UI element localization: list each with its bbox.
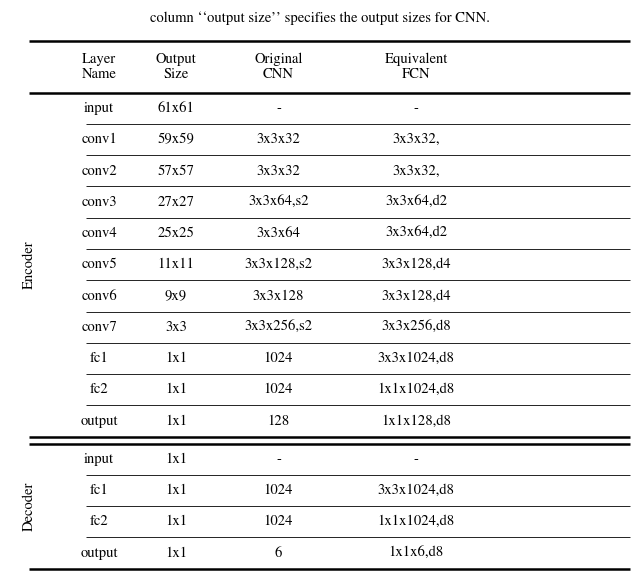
Text: 3x3x64,s2: 3x3x64,s2 xyxy=(248,195,308,209)
Text: output: output xyxy=(81,414,118,428)
Text: 1x1: 1x1 xyxy=(165,483,187,497)
Text: 59x59: 59x59 xyxy=(157,133,195,146)
Text: 9x9: 9x9 xyxy=(165,289,187,303)
Text: conv2: conv2 xyxy=(81,164,117,178)
Text: conv6: conv6 xyxy=(81,289,117,303)
Text: 3x3x128: 3x3x128 xyxy=(253,289,304,303)
Text: fc1: fc1 xyxy=(90,483,109,497)
Text: Layer
Name: Layer Name xyxy=(82,52,116,81)
Text: 3x3x32,: 3x3x32, xyxy=(392,133,440,146)
Text: Output
Size: Output Size xyxy=(156,52,196,81)
Text: 3x3x64: 3x3x64 xyxy=(257,226,300,240)
Text: 11x11: 11x11 xyxy=(157,258,195,272)
Text: 1x1x1024,d8: 1x1x1024,d8 xyxy=(378,383,454,397)
Text: 25x25: 25x25 xyxy=(157,226,195,240)
Text: 57x57: 57x57 xyxy=(157,164,195,178)
Text: 1x1x128,d8: 1x1x128,d8 xyxy=(381,414,451,428)
Text: 3x3x64,d2: 3x3x64,d2 xyxy=(385,226,447,240)
Text: conv7: conv7 xyxy=(81,320,117,334)
Text: conv5: conv5 xyxy=(81,258,117,272)
Text: 1024: 1024 xyxy=(264,483,293,497)
Text: 3x3x128,s2: 3x3x128,s2 xyxy=(244,258,312,272)
Text: conv4: conv4 xyxy=(81,226,117,240)
Text: 1024: 1024 xyxy=(264,515,293,529)
Text: 3x3x32: 3x3x32 xyxy=(257,133,300,146)
Text: fc2: fc2 xyxy=(90,383,109,397)
Text: conv1: conv1 xyxy=(81,133,117,146)
Text: 3x3x128,d4: 3x3x128,d4 xyxy=(381,258,451,272)
Text: Equivalent
FCN: Equivalent FCN xyxy=(384,52,448,81)
Text: Decoder: Decoder xyxy=(22,481,35,531)
Text: 27x27: 27x27 xyxy=(157,195,195,209)
Text: Original
CNN: Original CNN xyxy=(254,52,303,81)
Text: 3x3x256,d8: 3x3x256,d8 xyxy=(381,320,451,334)
Text: column ‘‘output size’’ specifies the output sizes for CNN.: column ‘‘output size’’ specifies the out… xyxy=(150,12,490,25)
Text: fc1: fc1 xyxy=(90,351,109,365)
Text: 3x3x1024,d8: 3x3x1024,d8 xyxy=(378,483,454,497)
Text: 3x3x1024,d8: 3x3x1024,d8 xyxy=(378,351,454,365)
Text: fc2: fc2 xyxy=(90,515,109,529)
Text: conv3: conv3 xyxy=(81,195,117,209)
Text: input: input xyxy=(84,101,115,115)
Text: 1x1x6,d8: 1x1x6,d8 xyxy=(388,546,444,560)
Text: 1x1x1024,d8: 1x1x1024,d8 xyxy=(378,515,454,529)
Text: 1x1: 1x1 xyxy=(165,515,187,529)
Text: 3x3: 3x3 xyxy=(165,320,187,334)
Text: 1x1: 1x1 xyxy=(165,452,187,466)
Text: 1024: 1024 xyxy=(264,383,293,397)
Text: 3x3x32,: 3x3x32, xyxy=(392,164,440,178)
Text: 128: 128 xyxy=(268,414,289,428)
Text: 1x1: 1x1 xyxy=(165,383,187,397)
Text: 3x3x128,d4: 3x3x128,d4 xyxy=(381,289,451,303)
Text: 3x3x32: 3x3x32 xyxy=(257,164,300,178)
Text: -: - xyxy=(413,101,419,115)
Text: 1024: 1024 xyxy=(264,351,293,365)
Text: 1x1: 1x1 xyxy=(165,414,187,428)
Text: 61x61: 61x61 xyxy=(157,101,195,115)
Text: -: - xyxy=(413,452,419,466)
Text: -: - xyxy=(276,101,281,115)
Text: 3x3x256,s2: 3x3x256,s2 xyxy=(244,320,312,334)
Text: Encoder: Encoder xyxy=(22,240,35,289)
Text: 1x1: 1x1 xyxy=(165,351,187,365)
Text: input: input xyxy=(84,452,115,466)
Text: 1x1: 1x1 xyxy=(165,546,187,560)
Text: 6: 6 xyxy=(275,546,282,560)
Text: -: - xyxy=(276,452,281,466)
Text: 3x3x64,d2: 3x3x64,d2 xyxy=(385,195,447,209)
Text: output: output xyxy=(81,546,118,560)
